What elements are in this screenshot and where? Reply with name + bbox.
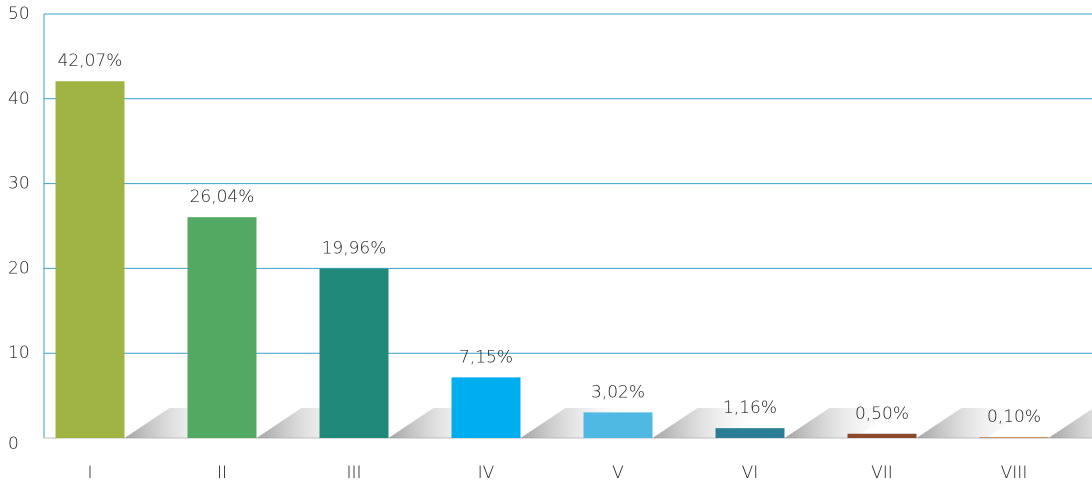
value-label: 42,07% bbox=[58, 51, 123, 71]
bar bbox=[451, 377, 521, 438]
bar bbox=[847, 433, 917, 438]
bar-shadow bbox=[916, 408, 1032, 438]
bar-shadow bbox=[1048, 409, 1092, 438]
bar-shadow bbox=[652, 408, 768, 438]
x-tick-label: VI bbox=[742, 463, 759, 483]
x-tick-label: III bbox=[346, 463, 361, 483]
value-label: 0,50% bbox=[855, 404, 909, 424]
y-tick-label: 20 bbox=[8, 258, 30, 278]
value-label: 26,04% bbox=[190, 187, 255, 207]
x-tick-label: IV bbox=[478, 463, 495, 483]
value-label: 0,10% bbox=[987, 407, 1041, 427]
y-tick-label: 10 bbox=[8, 343, 30, 363]
y-tick-label: 50 bbox=[8, 4, 30, 24]
value-label: 1,16% bbox=[723, 398, 777, 418]
x-tick-label: II bbox=[217, 463, 227, 483]
bar-shadow bbox=[784, 408, 900, 438]
y-tick-label: 30 bbox=[8, 174, 30, 194]
y-tick-label: 40 bbox=[8, 89, 30, 109]
x-tick-label: VII bbox=[871, 463, 893, 483]
value-label: 3,02% bbox=[591, 382, 645, 402]
bar bbox=[187, 217, 257, 438]
value-label: 19,96% bbox=[322, 239, 387, 259]
bar bbox=[55, 81, 125, 438]
bar bbox=[979, 437, 1049, 438]
bar bbox=[715, 428, 785, 438]
x-tick-label: VIII bbox=[1001, 463, 1028, 483]
x-tick-label: V bbox=[612, 463, 624, 483]
value-label: 7,15% bbox=[459, 347, 513, 367]
bar bbox=[583, 412, 653, 438]
x-tick-label: I bbox=[87, 463, 92, 483]
y-tick-label: 0 bbox=[8, 434, 19, 454]
bar bbox=[319, 268, 389, 438]
